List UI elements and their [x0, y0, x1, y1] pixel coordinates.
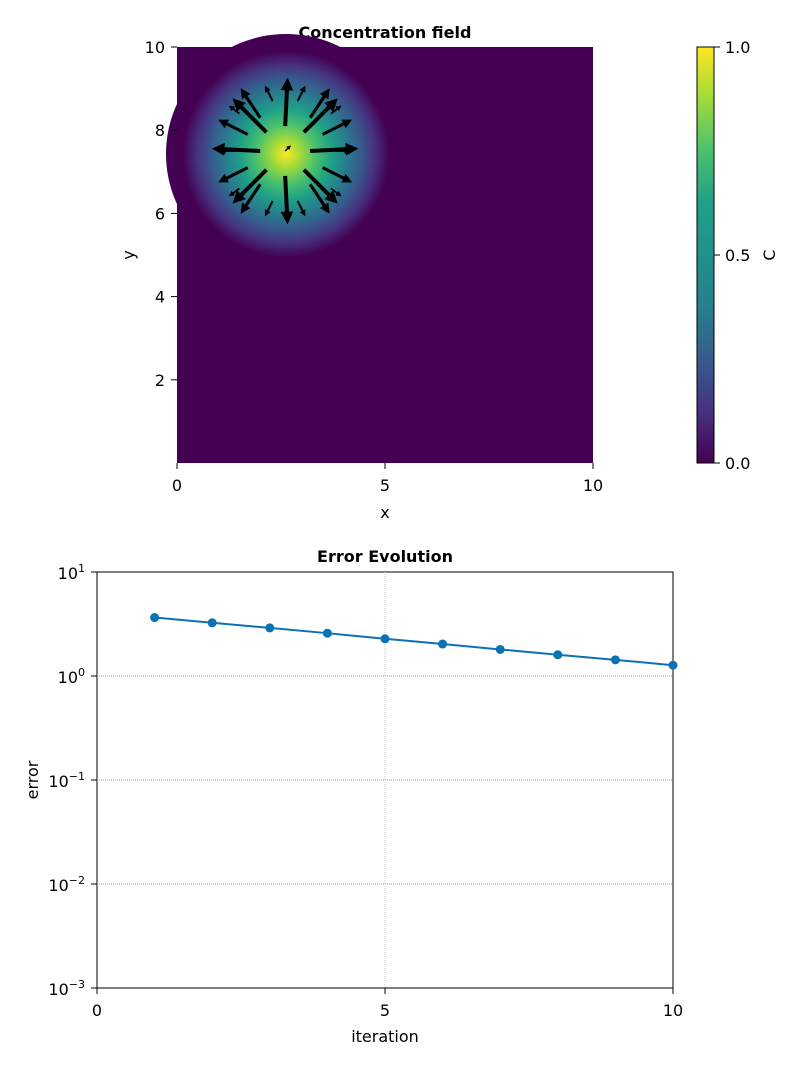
quiver-arrow [302, 98, 338, 134]
error-axes: 0 5 10 101 100 10−1 10−2 10−3 [48, 562, 683, 1020]
error-point [322, 628, 332, 638]
error-xlabel: iteration [351, 1027, 419, 1046]
quiver-arrow [218, 119, 249, 136]
colorbar-tick-label: 1.0 [725, 38, 750, 57]
error-xtick-label: 0 [92, 1001, 102, 1020]
error-ytick-label: 10−2 [48, 874, 85, 895]
heatmap-ylabel: y [119, 250, 138, 259]
colorbar-tick-label: 0.0 [725, 454, 750, 473]
quiver-arrow [232, 168, 268, 204]
quiver-arrow [264, 85, 274, 102]
quiver-arrow [302, 168, 338, 204]
error-point [495, 644, 505, 654]
error-point [150, 613, 160, 623]
colorbar-ticks: 0.0 0.5 1.0 [714, 38, 750, 473]
heatmap-ytick-label: 8 [155, 121, 165, 140]
error-point [668, 660, 678, 670]
error-ytick-label: 10−1 [48, 770, 85, 791]
error-title: Error Evolution [317, 547, 453, 566]
quiver-arrow [296, 85, 306, 102]
quiver-arrow [228, 187, 240, 197]
quiver-arrow [308, 88, 330, 119]
error-ytick-label: 101 [58, 562, 85, 583]
quiver-arrow [232, 98, 268, 134]
quiver-arrow [330, 105, 342, 115]
quiver-arrow [240, 183, 262, 214]
quiver-arrow [321, 119, 353, 136]
error-point [438, 639, 448, 649]
error-gridlines [97, 572, 673, 988]
error-xtick-label: 5 [380, 1001, 390, 1020]
quiver-arrow [240, 88, 262, 119]
colorbar-tick-label: 0.5 [725, 246, 750, 265]
error-series [150, 613, 678, 670]
quiver-arrow [321, 166, 353, 183]
heatmap-xtick-label: 5 [380, 476, 390, 495]
error-point [610, 655, 620, 665]
heatmap-ytick-label: 4 [155, 288, 165, 307]
heatmap-xlabel: x [380, 503, 389, 522]
quiver-arrow [296, 200, 306, 217]
colorbar-label: C [760, 249, 779, 260]
heatmap-xtick-label: 0 [172, 476, 182, 495]
quiver-arrow [218, 166, 249, 183]
error-ytick-label: 100 [58, 666, 85, 687]
quiver-arrow [280, 77, 294, 127]
error-point [380, 634, 390, 644]
error-point [207, 618, 217, 628]
colorbar [696, 46, 715, 464]
heatmap-xtick-label: 10 [583, 476, 603, 495]
quiver-arrow [284, 145, 291, 152]
error-point [265, 623, 275, 633]
error-point [553, 650, 563, 660]
quiver-arrow [228, 105, 240, 115]
quiver-vectors [211, 77, 359, 225]
quiver-arrow [330, 187, 342, 197]
error-xtick-label: 10 [663, 1001, 683, 1020]
heatmap-ytick-label: 6 [155, 204, 165, 223]
quiver-arrow [280, 175, 294, 225]
heatmap-ytick-label: 2 [155, 371, 165, 390]
error-ytick-label: 10−3 [48, 978, 85, 999]
concentration-blob [166, 34, 406, 274]
quiver-arrow [264, 200, 274, 217]
error-ylabel: error [23, 760, 42, 799]
heatmap-axes: 0 5 10 2 4 6 8 10 [145, 38, 604, 495]
error-line [154, 616, 674, 667]
quiver-arrow [308, 183, 330, 214]
heatmap-ytick-label: 10 [145, 38, 165, 57]
heatmap-title: Concentration field [299, 23, 472, 42]
